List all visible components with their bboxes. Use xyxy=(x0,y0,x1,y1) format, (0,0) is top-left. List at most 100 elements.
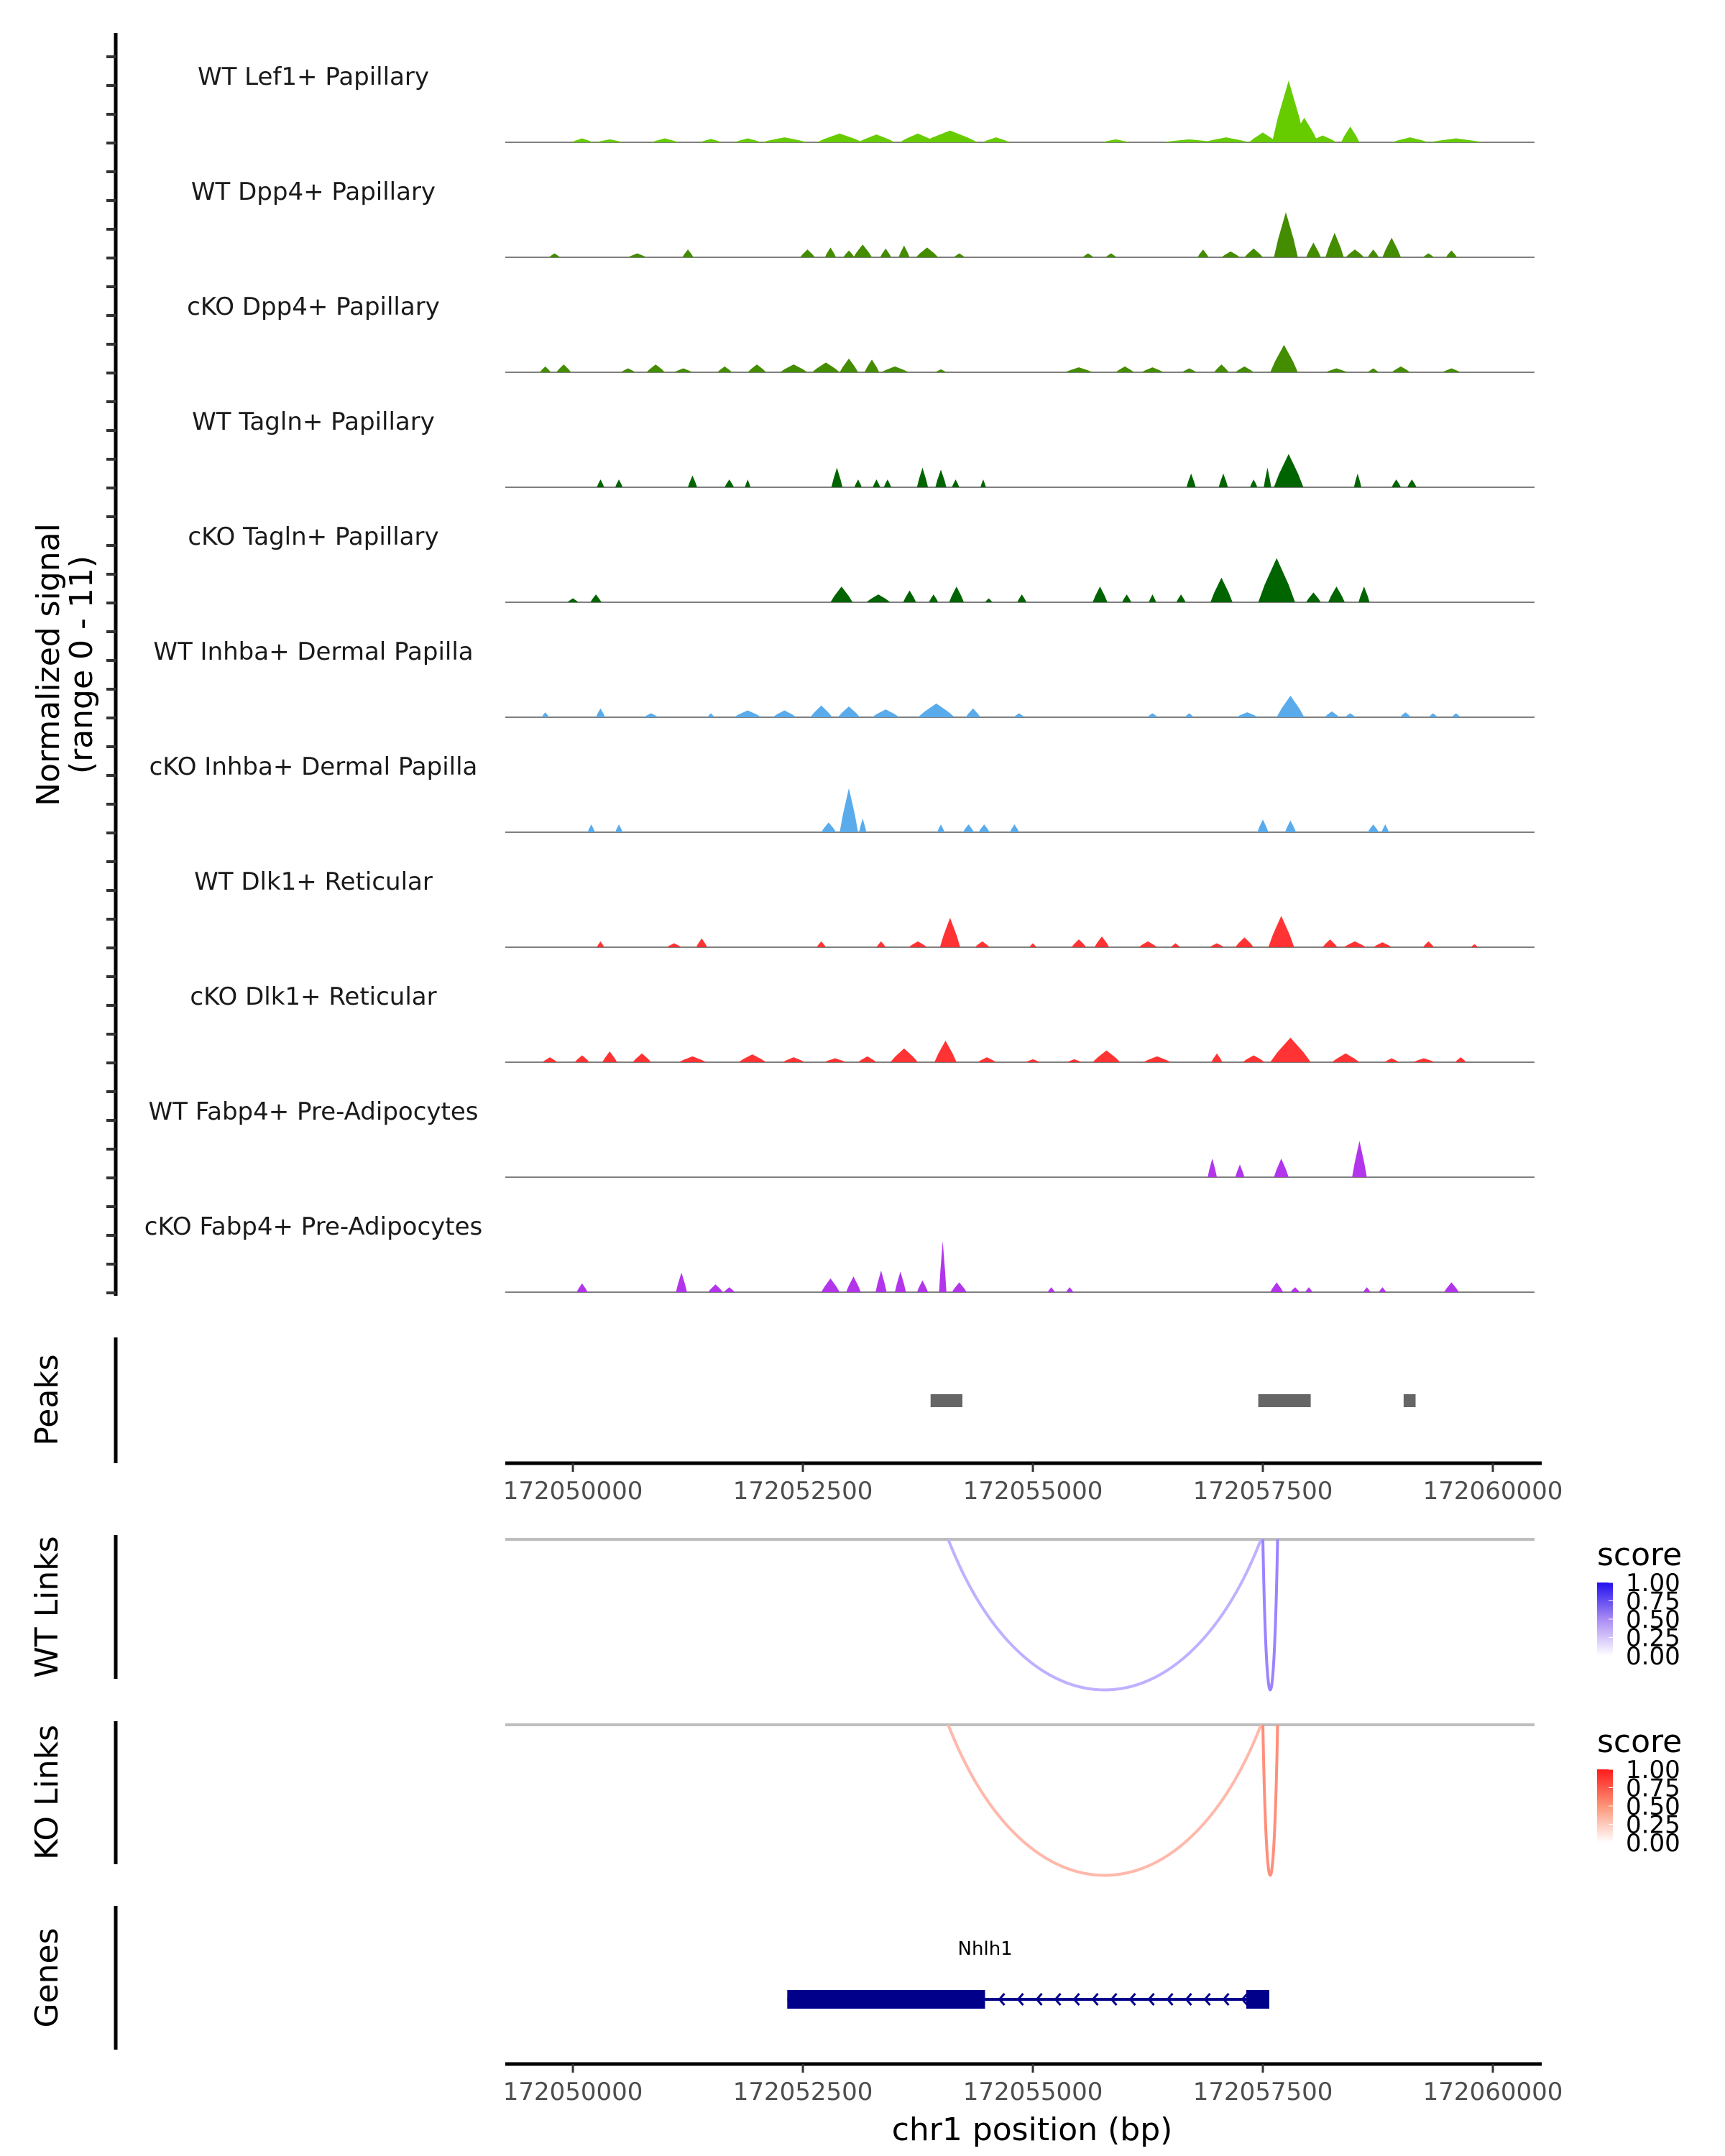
coverage-peak xyxy=(1442,368,1461,372)
coverage-peak xyxy=(1010,824,1019,832)
coverage-peak xyxy=(676,1272,687,1292)
peak-region xyxy=(930,1394,963,1407)
coverage-peak xyxy=(1186,473,1196,487)
coverage-peak xyxy=(1274,1158,1289,1177)
link-arc xyxy=(1261,1724,1279,1877)
coverage-peak xyxy=(1197,249,1209,257)
coverage-peak xyxy=(824,1058,847,1062)
track-label: cKO Dlk1+ Reticular xyxy=(190,982,436,1011)
legend-tick-label: 0.75 xyxy=(1626,1774,1680,1803)
coverage-peak xyxy=(982,137,1011,142)
strand-arrow-icon xyxy=(1016,1993,1024,2006)
coverage-peak xyxy=(1082,253,1094,257)
coverage-peak xyxy=(1274,212,1298,257)
coverage-peak xyxy=(1208,1158,1218,1177)
coverage-peak xyxy=(541,712,549,717)
coverage-peak xyxy=(934,1041,957,1062)
coverage-peak xyxy=(872,709,900,717)
coverage-peak xyxy=(935,469,947,487)
gene-model xyxy=(787,1990,1269,2009)
coverage-peak xyxy=(1236,712,1259,717)
strand-arrow-icon xyxy=(1147,1993,1155,2006)
legend-tick-label: 0.00 xyxy=(1626,1829,1680,1858)
track-label: WT Lef1+ Papillary xyxy=(198,63,429,91)
coverage-peak xyxy=(596,708,605,717)
coverage-peak xyxy=(1451,713,1461,717)
strand-arrow-icon xyxy=(1110,1993,1118,2006)
coverage-peak xyxy=(688,475,697,487)
legend-tick-label: 0.00 xyxy=(1626,1642,1680,1671)
x-tick-label: 172060000 xyxy=(1423,1477,1563,1506)
coverage-peak xyxy=(682,249,694,257)
coverage-peak xyxy=(1407,479,1417,487)
coverage-peak xyxy=(699,139,722,142)
track-label: cKO Tagln+ Papillary xyxy=(188,522,438,551)
coverage-peak xyxy=(597,479,604,487)
coverage-peak xyxy=(1235,937,1254,947)
strand-arrow-icon xyxy=(1184,1993,1192,2006)
coverage-peak xyxy=(734,710,762,717)
coverage-peak xyxy=(1471,944,1478,947)
coverage-peak xyxy=(1210,577,1233,602)
coverage-peak xyxy=(590,594,602,602)
coverage-y-axis xyxy=(106,33,118,1296)
coverage-peak xyxy=(883,479,891,487)
coverage-track: cKO Tagln+ Papillary xyxy=(188,522,1535,603)
coverage-peak xyxy=(903,590,916,602)
coverage-peak xyxy=(1363,1287,1371,1292)
coverage-peak xyxy=(939,1241,947,1292)
coverage-peak xyxy=(857,134,896,142)
coverage-peak xyxy=(1013,713,1025,717)
coverage-peak xyxy=(1146,713,1159,717)
coverage-peak xyxy=(1382,237,1402,257)
strand-arrow-icon xyxy=(1035,1993,1043,2006)
coverage-peak xyxy=(1094,936,1110,947)
coverage-peak xyxy=(1209,943,1225,947)
coverage-peak xyxy=(853,244,873,257)
coverage-peak xyxy=(1092,1050,1121,1062)
coverage-peak xyxy=(1116,366,1134,372)
peak-regions xyxy=(930,1394,1416,1407)
coverage-peak xyxy=(821,1278,840,1292)
coverage-peak xyxy=(952,479,960,487)
coverage-peak xyxy=(707,713,715,717)
coverage-track: WT Tagln+ Papillary xyxy=(192,407,1535,488)
legend-title: score xyxy=(1597,1537,1682,1573)
coverage-peak xyxy=(632,1053,651,1062)
coverage-peak xyxy=(1325,368,1348,372)
coverage-peak xyxy=(1066,1287,1074,1292)
coverage-peak xyxy=(843,250,855,257)
coverage-peak xyxy=(985,598,993,602)
coverage-peak xyxy=(1149,594,1156,602)
coverage-peak xyxy=(1029,943,1037,947)
coverage-peak xyxy=(1270,1282,1284,1292)
coverage-peak xyxy=(1428,138,1484,142)
coverage-peak xyxy=(1392,366,1410,372)
coverage-peak xyxy=(1381,824,1389,832)
coverage-peak xyxy=(539,366,551,372)
coverage-peak xyxy=(1422,253,1435,257)
coverage-peak xyxy=(627,253,647,257)
coverage-peak xyxy=(1325,232,1344,257)
legend-tick-label: 0.25 xyxy=(1626,1811,1680,1840)
coverage-peak xyxy=(780,364,808,372)
coverage-peak xyxy=(1025,1059,1041,1062)
coverage-peak xyxy=(830,586,853,602)
coverage-peak xyxy=(723,1287,735,1292)
coverage-peak xyxy=(962,824,975,832)
legend-tick-label: 0.25 xyxy=(1626,1624,1680,1653)
coverage-peak xyxy=(840,358,858,372)
coverage-peak xyxy=(650,138,679,142)
coverage-peak xyxy=(576,1283,588,1292)
coverage-peak xyxy=(1379,1287,1386,1292)
coverage-peak xyxy=(949,586,965,602)
strand-arrow-icon xyxy=(1166,1993,1174,2006)
coverage-peak xyxy=(1257,819,1269,832)
coverage-peak xyxy=(816,133,863,142)
coverage-track: WT Dpp4+ Papillary xyxy=(191,178,1535,258)
coverage-peak xyxy=(548,253,561,257)
coverage-peak xyxy=(1367,824,1379,832)
coverage-peak xyxy=(824,247,837,257)
coverage-peak xyxy=(1176,594,1186,602)
